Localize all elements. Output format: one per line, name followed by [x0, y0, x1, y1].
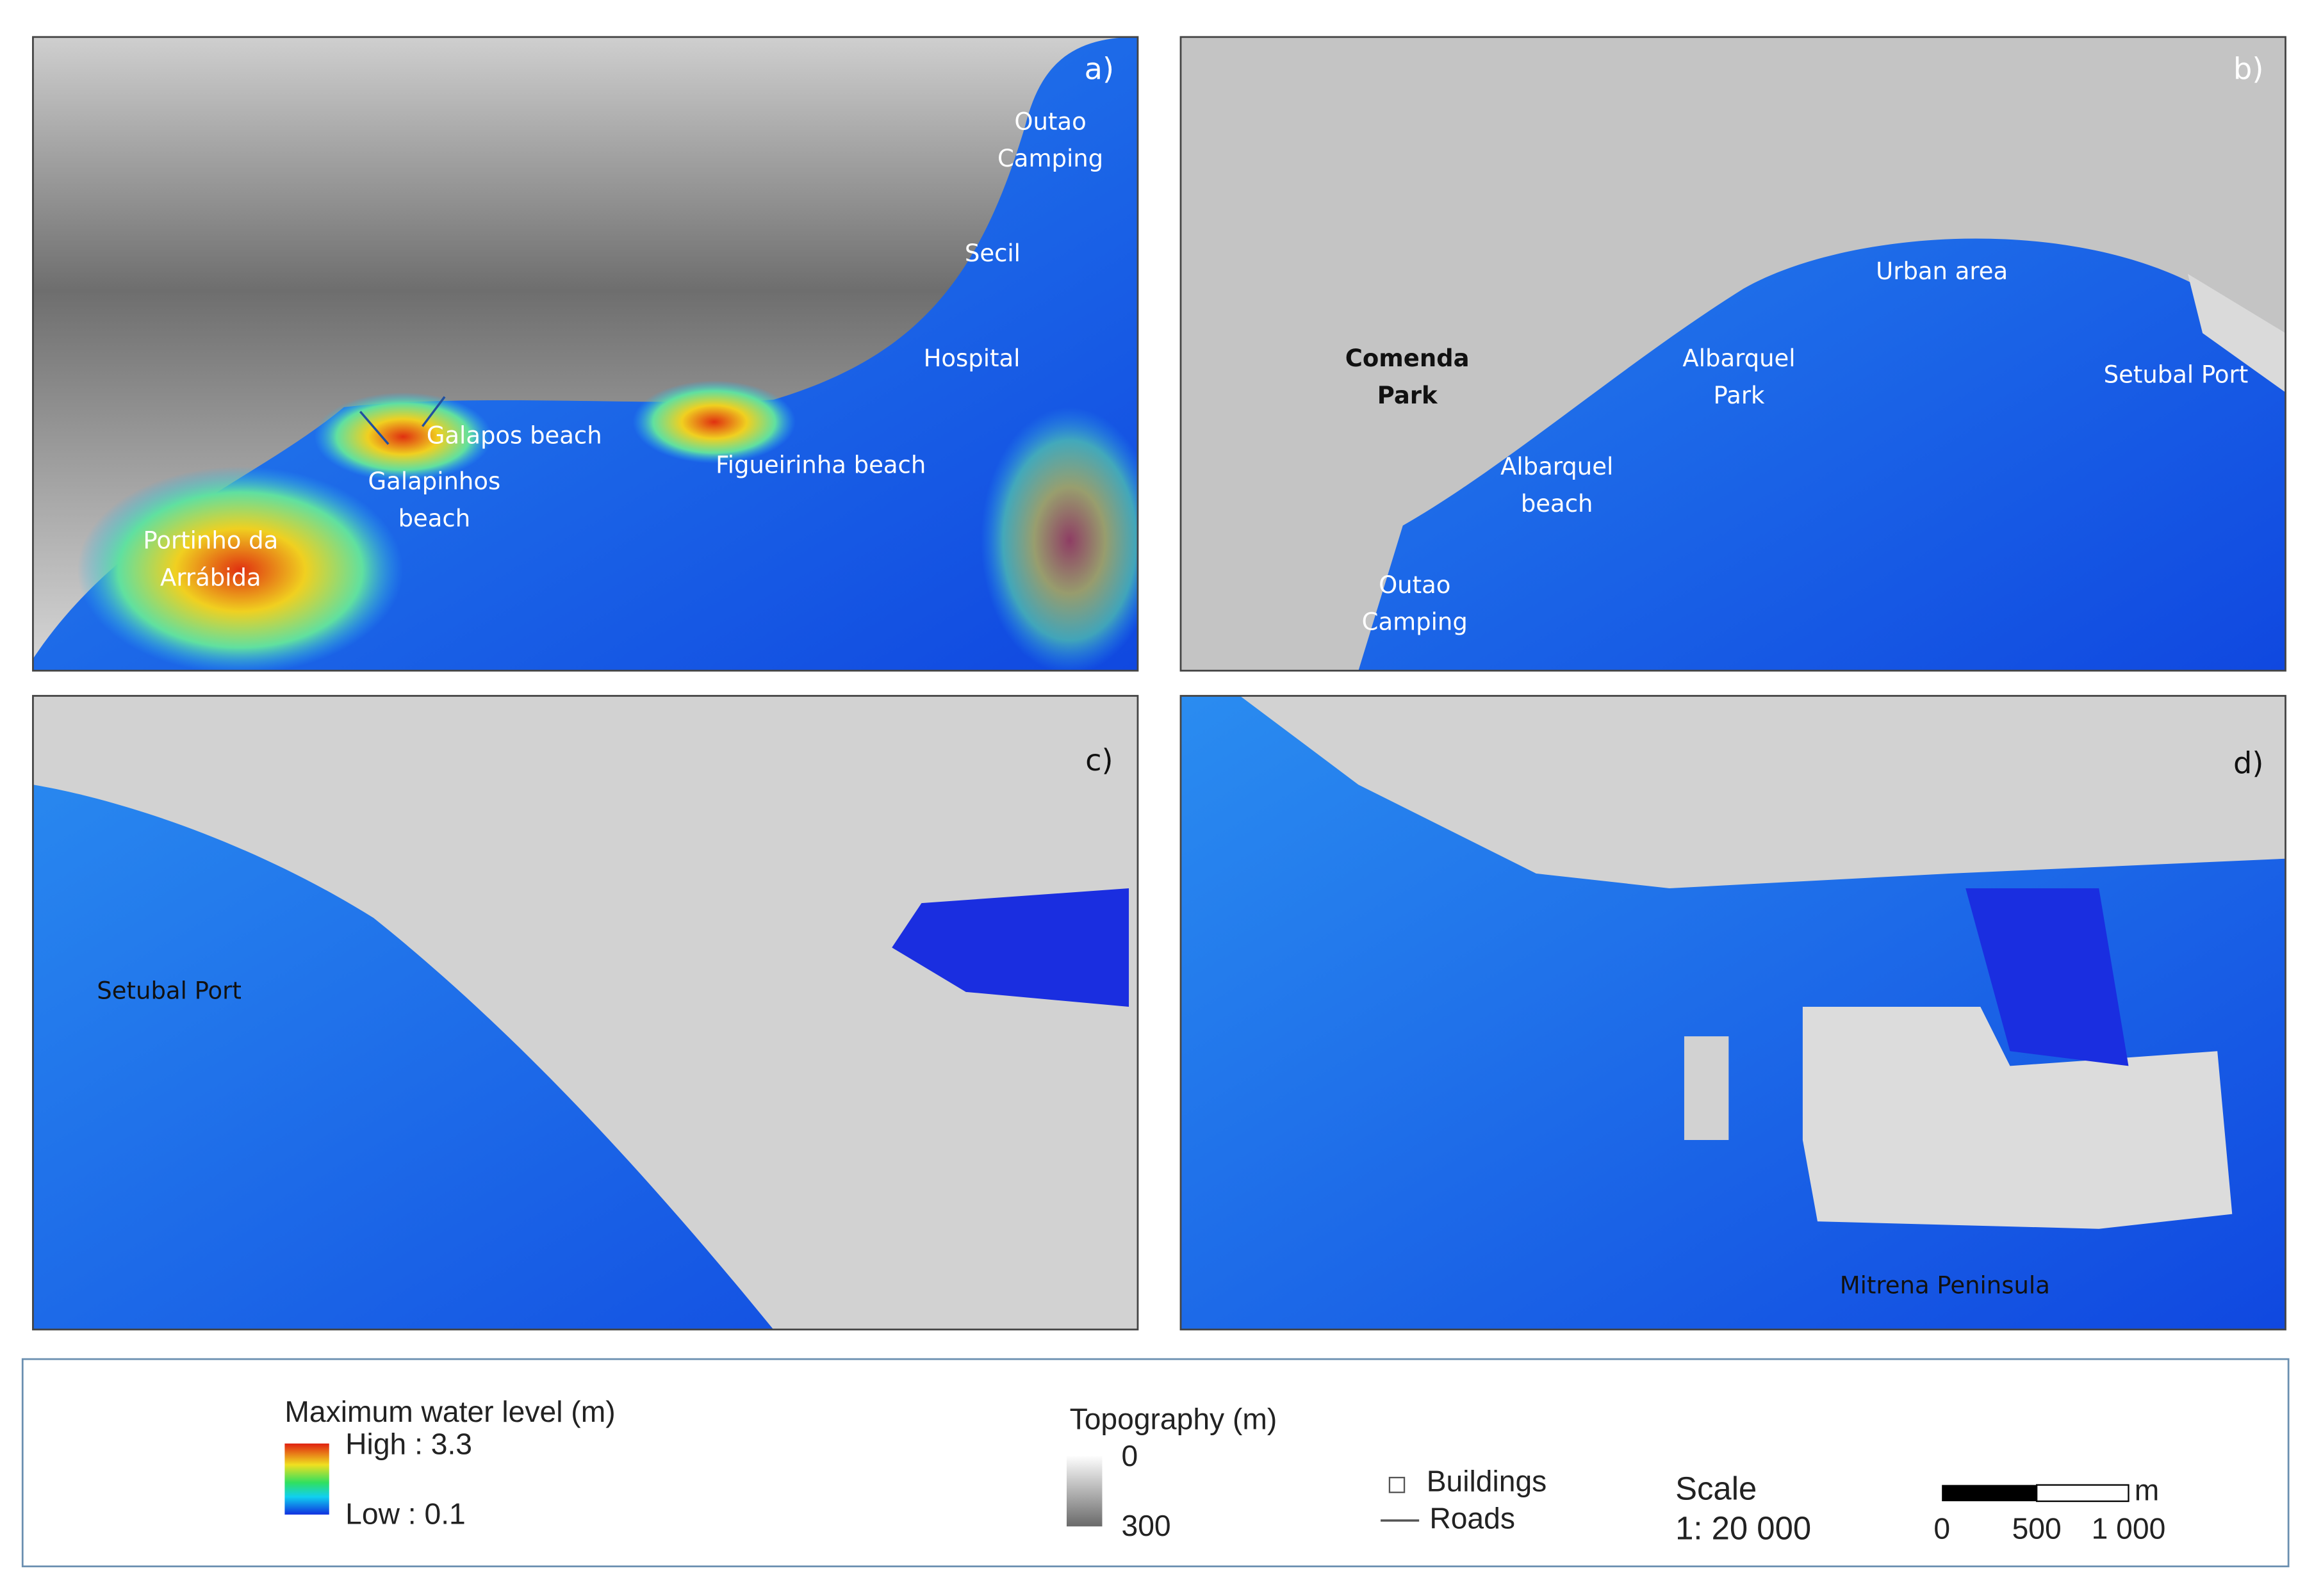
panel-label: d) — [2233, 746, 2263, 781]
place-label: beach — [1521, 490, 1593, 517]
panel-border — [1179, 36, 2286, 672]
place-label: Park — [1714, 382, 1765, 409]
legend-box — [21, 1358, 2290, 1568]
flooded — [1965, 888, 2129, 1066]
port — [2187, 273, 2286, 393]
legend-text: 300 — [1122, 1509, 1171, 1542]
place-label: Park — [1377, 382, 1438, 409]
panel-label: a) — [1085, 51, 1114, 86]
place-label: Figueirinha beach — [716, 452, 926, 479]
flood-zone — [980, 407, 1138, 671]
legend-text: Buildings — [1427, 1465, 1547, 1498]
place-label: Setubal Port — [2104, 361, 2249, 389]
place-label: Mitrena Peninsula — [1840, 1271, 2050, 1299]
legend-text: 500 — [2012, 1512, 2062, 1545]
place-label: Urban area — [1876, 257, 2008, 285]
place-label: Comenda — [1345, 345, 1470, 372]
land — [33, 696, 1138, 1330]
legend-text: 1: 20 000 — [1675, 1510, 1811, 1547]
map-panel — [1179, 36, 2286, 672]
map-panel — [32, 36, 1139, 672]
legend-text: 1 000 — [2092, 1512, 2166, 1545]
place-label: Albarquel — [1682, 345, 1795, 372]
scale-bar — [1942, 1485, 2037, 1502]
place-label: Portinho da — [143, 527, 278, 555]
map-panel — [1179, 695, 2286, 1331]
topo-ramp — [1066, 1455, 1103, 1527]
place-label: Arrábida — [160, 564, 261, 591]
legend-text: Maximum water level (m) — [284, 1395, 615, 1428]
panel-label: b) — [2233, 51, 2263, 86]
legend-text: Topography (m) — [1070, 1402, 1277, 1435]
land — [1240, 696, 2286, 889]
panel-border — [32, 695, 1139, 1331]
legend-text: High : 3.3 — [345, 1428, 472, 1461]
place-label: Secil — [965, 240, 1021, 267]
flood-zone — [77, 466, 404, 671]
map-panel — [32, 695, 1139, 1331]
buildings-icon — [1388, 1476, 1406, 1494]
legend-text: Low : 0.1 — [345, 1497, 466, 1530]
map-content — [33, 696, 1138, 1330]
map-content — [1180, 37, 2286, 671]
scale-bar — [2035, 1484, 2129, 1502]
place-label: beach — [398, 505, 471, 532]
place-label: Galapos beach — [427, 421, 602, 449]
legend-text: 0 — [1933, 1512, 1950, 1545]
place-label: Setubal Port — [97, 977, 242, 1004]
panel-border — [1179, 695, 2286, 1331]
place-label: Outao — [1379, 571, 1450, 599]
panel-border — [32, 36, 1139, 672]
flood-zone — [632, 380, 796, 464]
map-content — [1180, 696, 2286, 1330]
legend-text: m — [2135, 1473, 2160, 1506]
color-ramp — [284, 1443, 329, 1515]
legend-text: Scale — [1675, 1470, 1757, 1506]
land — [1180, 37, 2286, 671]
panel-label: c) — [1085, 743, 1113, 778]
flooded — [892, 888, 1129, 1007]
legend-text: 0 — [1122, 1439, 1138, 1472]
flood-zone — [314, 392, 493, 482]
legend-text: Roads — [1429, 1501, 1515, 1535]
place-label: Camping — [1362, 608, 1468, 636]
jetty — [1684, 1036, 1729, 1140]
place-label: Albarquel — [1500, 453, 1613, 480]
place-label: Hospital — [924, 345, 1021, 372]
arrow — [422, 396, 446, 427]
place-label: Outao — [1014, 108, 1086, 135]
map-content — [33, 37, 1138, 671]
arrow — [359, 411, 390, 445]
place-label: Camping — [997, 145, 1103, 172]
place-label: Galapinhos — [368, 468, 501, 495]
